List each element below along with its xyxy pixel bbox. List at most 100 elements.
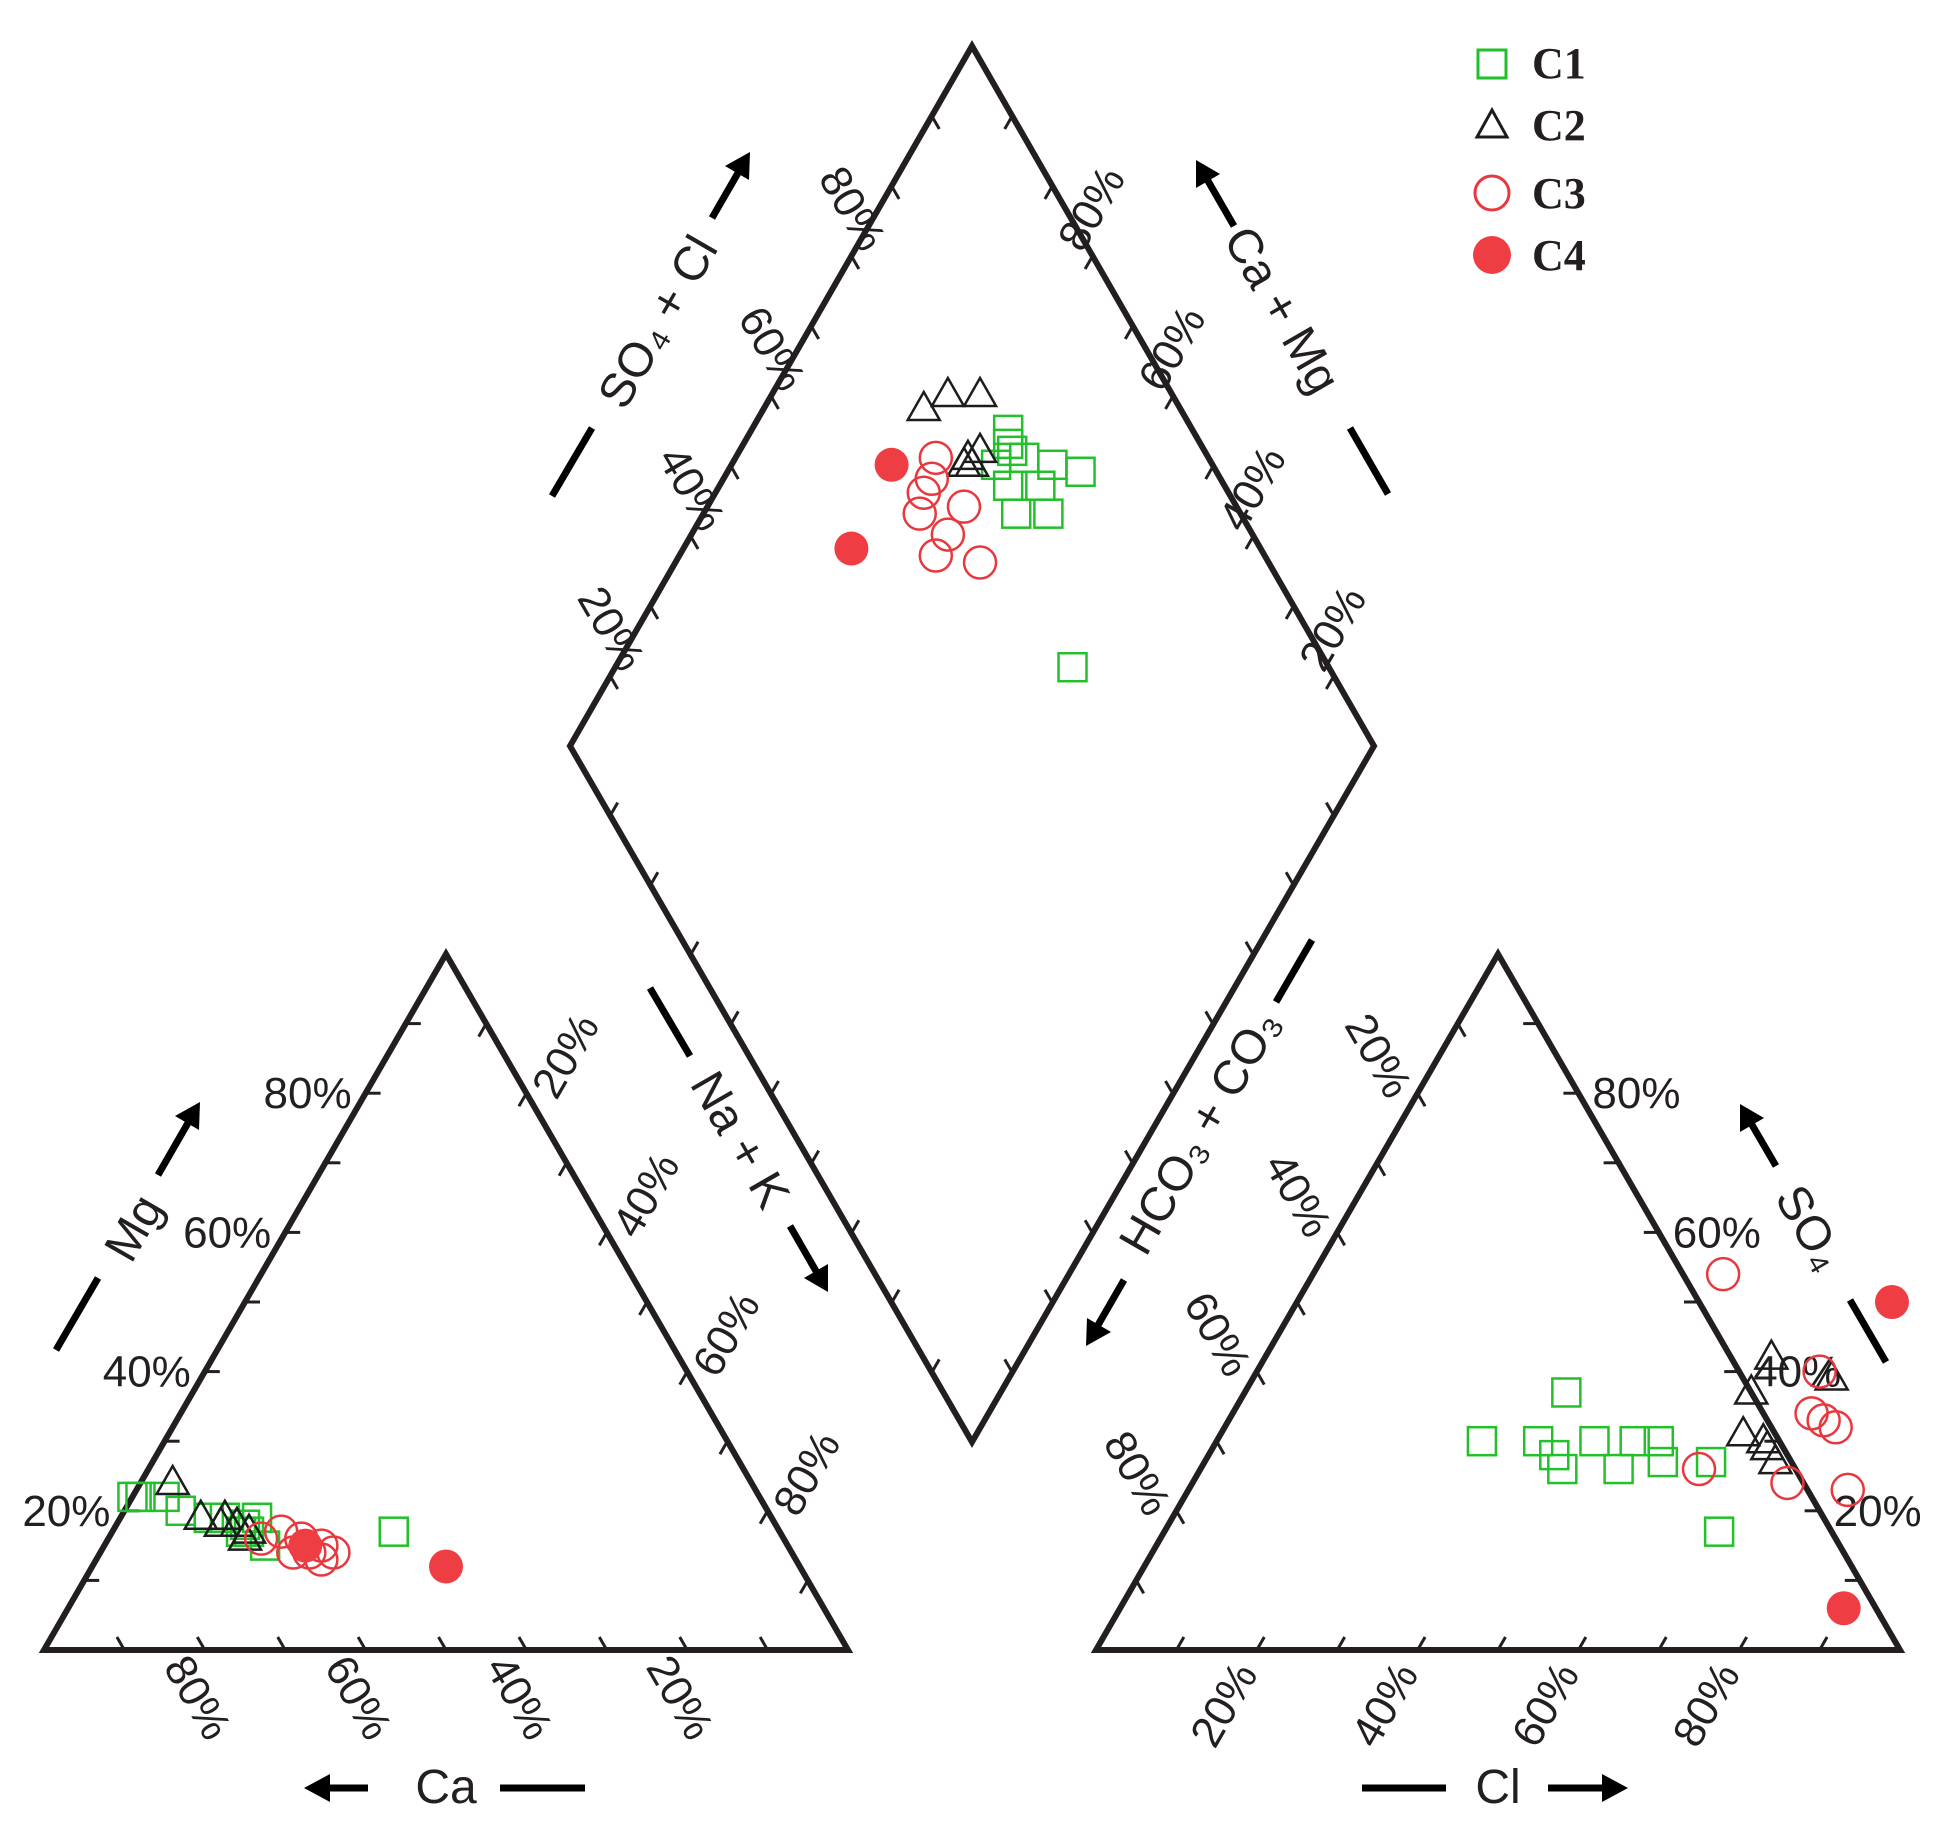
cation-point-c1 bbox=[378, 1516, 409, 1547]
anion-point-c3 bbox=[1705, 1256, 1741, 1292]
legend-label-c2: C2 bbox=[1532, 101, 1586, 150]
legend-label-c4: C4 bbox=[1532, 231, 1586, 280]
diamond-point-c1 bbox=[1057, 651, 1088, 683]
diamond-ur-tick bbox=[1204, 465, 1215, 480]
hco3-co3-axis-label: HCO₃ + CO₃ bbox=[1086, 938, 1316, 1346]
mg-tick-label: 60% bbox=[183, 1208, 271, 1257]
cation-right-tick bbox=[678, 1370, 689, 1386]
anion-left-tick bbox=[1255, 1370, 1266, 1386]
anion-base-tick bbox=[1737, 1636, 1748, 1651]
cation-point-c3 bbox=[316, 1535, 351, 1570]
hco3-co3-tick-label: 60% bbox=[1174, 1284, 1260, 1385]
diamond-lr-tick bbox=[1284, 871, 1295, 886]
anion-point-c1 bbox=[1703, 1516, 1735, 1547]
cation-point-c1 bbox=[125, 1481, 156, 1513]
diamond-lr-tick bbox=[1164, 1080, 1175, 1095]
diamond-point-c3 bbox=[930, 517, 966, 552]
so4-axis-label: SO₄ bbox=[1740, 1104, 1890, 1364]
anion-point-c3 bbox=[1681, 1451, 1717, 1487]
ca-tick-label: 40% bbox=[476, 1647, 562, 1748]
ca-mg-tick-label: 80% bbox=[1049, 158, 1135, 259]
ca-mg-tick-label: 20% bbox=[1290, 578, 1376, 679]
legend-marker-c3 bbox=[1473, 174, 1511, 212]
anion-left-tick bbox=[1134, 1579, 1145, 1595]
ca-mg-axis-text: Ca + Mg bbox=[1213, 218, 1350, 403]
anion-point-c2 bbox=[1733, 1372, 1770, 1405]
diamond-ur-tick bbox=[1124, 325, 1135, 340]
na-k-tick-label: 60% bbox=[683, 1284, 769, 1385]
diamond-lr-tick bbox=[1003, 1358, 1014, 1374]
anion-point-c3 bbox=[1818, 1410, 1853, 1445]
legend-label-c3: C3 bbox=[1532, 169, 1586, 218]
anion-point-c3 bbox=[1806, 1403, 1841, 1438]
cation-right-tick bbox=[758, 1510, 769, 1525]
cation-point-c2 bbox=[230, 1512, 268, 1544]
legend-item-c3: C3 bbox=[1473, 169, 1586, 218]
cation-point-c1 bbox=[193, 1502, 225, 1534]
cl-tick-label: 80% bbox=[1663, 1654, 1749, 1755]
anion-left-tick bbox=[1295, 1301, 1306, 1316]
anion-point-c1 bbox=[1466, 1425, 1498, 1457]
anion-base-tick bbox=[1416, 1636, 1427, 1651]
diamond-point-c1 bbox=[996, 435, 1028, 467]
anion-base-tick bbox=[1818, 1636, 1829, 1651]
anion-point-c1 bbox=[1695, 1446, 1727, 1478]
diamond-ll-tick bbox=[689, 941, 700, 956]
diamond-point-c3 bbox=[902, 496, 937, 531]
diamond-ul-tick bbox=[729, 465, 740, 480]
diamond-point-c4 bbox=[834, 531, 869, 566]
diamond-ll-tick bbox=[649, 871, 660, 886]
diamond-point-c1 bbox=[1065, 456, 1096, 488]
diamond-lr-tick bbox=[1204, 1010, 1215, 1026]
cation-base-tick bbox=[678, 1636, 689, 1651]
diamond-point-c3 bbox=[962, 545, 998, 580]
diamond-ur-tick bbox=[1043, 185, 1054, 200]
hco3-co3-tick-label: 20% bbox=[1335, 1006, 1421, 1107]
diamond-ul-tick bbox=[608, 675, 619, 690]
so4-cl-axis-label: SO₄ + Cl bbox=[548, 152, 750, 498]
cation-base-tick bbox=[115, 1636, 126, 1651]
ca-mg-tick-label: 60% bbox=[1129, 298, 1215, 399]
anion-left-tick bbox=[1376, 1162, 1387, 1177]
legend-marker-c2 bbox=[1474, 106, 1510, 139]
anion-base-tick bbox=[1657, 1636, 1668, 1651]
anion-point-c2 bbox=[1753, 1338, 1790, 1370]
diamond-ul-tick bbox=[809, 325, 820, 340]
diamond-point-c2 bbox=[961, 375, 999, 408]
diamond-ur-tick bbox=[1325, 675, 1336, 690]
cl-tick-label: 20% bbox=[1181, 1654, 1267, 1755]
diamond-ur-tick bbox=[1284, 605, 1295, 620]
diamond-ul-tick bbox=[689, 535, 700, 550]
tick-labels: 80% 60% 40% 20% 20% 40% 60% 80% 20% 40% 60% 80% 20% 4… bbox=[22, 158, 1921, 1755]
anion-left-tick bbox=[1175, 1510, 1186, 1525]
legend: C1 C2 C3 C4 bbox=[1473, 39, 1586, 280]
diamond-point-c1 bbox=[992, 470, 1024, 501]
na-k-tick-label: 80% bbox=[764, 1423, 850, 1524]
diamond-point-c3 bbox=[918, 538, 954, 573]
cation-base-tick bbox=[437, 1636, 448, 1651]
diamond-ll-tick bbox=[930, 1358, 941, 1374]
cl-tick-label: 40% bbox=[1342, 1654, 1428, 1755]
diamond-point-c2 bbox=[929, 375, 967, 408]
anion-point-c1 bbox=[1619, 1425, 1650, 1457]
diamond-ur-tick bbox=[1083, 255, 1094, 270]
ca-tick-label: 60% bbox=[315, 1647, 401, 1748]
anion-point-c1 bbox=[1603, 1453, 1634, 1485]
diamond-ul-tick bbox=[850, 255, 861, 270]
so4-tick-label: 80% bbox=[1592, 1069, 1680, 1118]
diamond-point-c3 bbox=[918, 440, 954, 476]
cation-base-tick bbox=[758, 1636, 769, 1651]
diamond-ur-tick bbox=[1244, 535, 1255, 550]
cation-base-tick bbox=[196, 1636, 207, 1651]
cation-base-tick bbox=[276, 1636, 287, 1651]
anion-left-tick bbox=[1215, 1440, 1226, 1455]
cation-right-tick bbox=[598, 1231, 609, 1247]
diamond-point-c1 bbox=[1033, 498, 1064, 529]
anion-base-tick bbox=[1175, 1636, 1186, 1651]
anion-point-c2 bbox=[1725, 1414, 1762, 1447]
hco3-co3-tick-label: 80% bbox=[1094, 1423, 1180, 1524]
cation-right-tick bbox=[799, 1579, 810, 1595]
legend-marker-c1 bbox=[1476, 48, 1508, 80]
mg-axis-label: Mg bbox=[52, 1102, 200, 1352]
cation-base-tick bbox=[517, 1636, 528, 1651]
